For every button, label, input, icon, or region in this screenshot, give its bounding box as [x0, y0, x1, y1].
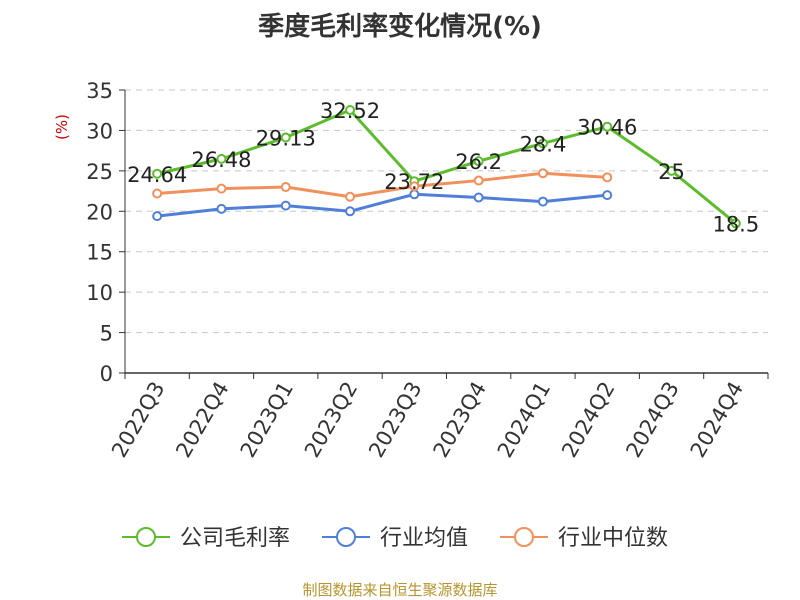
x-tick-label: 2022Q4 [171, 378, 233, 462]
legend-item-2[interactable]: 行业中位数 [500, 526, 668, 551]
series-line [156, 108, 737, 225]
y-axis-label: (%) [53, 114, 71, 140]
axes [119, 89, 769, 379]
series-2 [152, 168, 613, 202]
x-tick-label: 2023Q3 [364, 378, 426, 462]
data-label: 18.5 [712, 212, 759, 236]
data-point [345, 105, 356, 116]
legend-marker [136, 527, 156, 547]
data-point [216, 203, 227, 214]
data-label: 26.48 [191, 148, 251, 172]
series-group [152, 105, 741, 229]
series-line [156, 192, 608, 218]
data-point [730, 218, 741, 229]
y-tick-label: 35 [86, 79, 113, 103]
legend-item-1[interactable]: 行业均值 [322, 526, 468, 551]
x-tick-label: 2023Q1 [236, 378, 298, 462]
data-point [152, 211, 163, 222]
series-line [157, 171, 608, 199]
data-point [537, 168, 548, 179]
legend-label: 公司毛利率 [180, 526, 290, 551]
data-point [537, 138, 548, 149]
data-point [473, 192, 484, 203]
data-point [666, 165, 677, 176]
data-point [152, 188, 163, 199]
legend-marker [514, 527, 534, 547]
data-point [280, 132, 291, 143]
x-tick-label: 2023Q2 [300, 378, 362, 462]
y-tick-label: 15 [86, 241, 113, 265]
legend-marker [336, 527, 356, 547]
x-tick-label: 2023Q4 [429, 378, 491, 462]
data-label: 28.4 [520, 132, 567, 156]
x-tick-labels: 2022Q3 2022Q4 2023Q1 2023Q2 2023Q3 2023Q4 2024… [107, 378, 748, 462]
data-point [602, 172, 613, 183]
y-tick-label: 25 [86, 160, 113, 184]
legend-label: 行业中位数 [558, 526, 668, 551]
data-label: 25 [658, 160, 685, 184]
y-tick-label: 5 [100, 322, 113, 346]
data-label: 29.13 [256, 126, 316, 150]
data-label: 30.46 [577, 116, 637, 140]
series-0 [152, 105, 741, 229]
data-point [216, 153, 227, 164]
y-tick-labels: 0 5 10 15 20 25 30 35 [86, 79, 113, 386]
x-tick-label: 2024Q3 [621, 378, 683, 462]
y-tick-label: 20 [86, 200, 113, 224]
data-point [345, 191, 356, 202]
data-point [280, 182, 291, 193]
footer-source: 制图数据来自恒生聚源数据库 [302, 581, 498, 599]
series-1 [152, 189, 613, 222]
data-label: 32.52 [320, 99, 380, 123]
y-tick-label: 10 [86, 281, 113, 305]
y-tick-label: 0 [100, 362, 113, 386]
y-tick-label: 30 [86, 119, 113, 143]
data-point [602, 121, 613, 132]
data-point [280, 200, 291, 211]
x-tick-label: 2024Q1 [493, 378, 555, 462]
data-label: 24.64 [127, 163, 187, 187]
data-point [216, 183, 227, 194]
data-point [602, 190, 613, 201]
legend-item-0[interactable]: 公司毛利率 [122, 526, 290, 551]
x-tick-label: 2022Q3 [107, 378, 169, 462]
data-point [473, 175, 484, 186]
data-label: 23.72 [384, 170, 444, 194]
legend-label: 行业均值 [380, 526, 468, 551]
data-point [473, 156, 484, 167]
data-point [152, 168, 163, 179]
data-point [537, 196, 548, 207]
x-tick-label: 2024Q2 [557, 378, 619, 462]
data-point [409, 181, 420, 192]
data-label: 26.2 [455, 150, 502, 174]
x-tick-label: 2024Q4 [686, 378, 748, 462]
chart-title: 季度毛利率变化情况(%) [258, 12, 542, 42]
legend: 公司毛利率 行业均值 行业中位数 [122, 526, 668, 551]
data-point [345, 206, 356, 217]
